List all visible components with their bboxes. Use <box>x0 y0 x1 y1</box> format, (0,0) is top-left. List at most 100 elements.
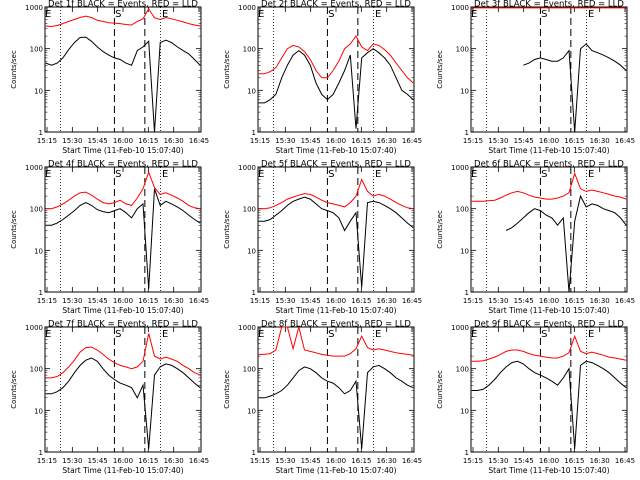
y-tick-label: 100 <box>30 46 43 54</box>
panel-title: Det 7f BLACK = Events, RED = LLD <box>48 320 198 330</box>
x-tick-label: 16:45 <box>615 137 635 145</box>
events-series-line <box>45 188 201 289</box>
interval-marker-label: E <box>162 329 168 340</box>
x-axis-label: Start Time (11-Feb-10 15:07:40) <box>488 306 609 315</box>
y-tick-label: 1000 <box>25 324 43 332</box>
y-axis-label: Counts/sec <box>10 370 18 409</box>
plot-frame <box>257 326 415 453</box>
detector-panel-5: Det 5f BLACK = Events, RED = LLD 1 10 100 10… <box>223 160 422 316</box>
x-tick-label: 15:15 <box>250 137 270 145</box>
x-tick-label: 15:15 <box>250 457 270 465</box>
x-tick-label: 16:30 <box>377 137 397 145</box>
x-axis-label: Start Time (11-Feb-10 15:07:40) <box>62 466 183 475</box>
x-axis-label: Start Time (11-Feb-10 15:07:40) <box>488 146 609 155</box>
y-axis-label: Counts/sec <box>223 50 231 89</box>
interval-marker-label: S <box>115 169 121 180</box>
y-tick-label: 1 <box>39 129 43 137</box>
y-tick-label: 1000 <box>451 324 469 332</box>
interval-marker-label: E <box>45 169 51 180</box>
interval-marker-label: E <box>588 169 594 180</box>
x-tick-label: 15:30 <box>62 137 82 145</box>
y-tick-label: 10 <box>34 247 43 255</box>
x-tick-label: 15:30 <box>488 137 508 145</box>
panel-title: Det 2f BLACK = Events, RED = LLD <box>261 0 411 10</box>
x-axis-label: Start Time (11-Feb-10 15:07:40) <box>62 306 183 315</box>
interval-marker-label: E <box>258 329 264 340</box>
y-tick-label: 1000 <box>238 164 256 172</box>
x-tick-label: 16:15 <box>138 137 158 145</box>
y-tick-label: 10 <box>34 87 43 95</box>
x-tick-label: 16:00 <box>326 297 346 305</box>
y-tick-label: 10 <box>247 247 256 255</box>
y-tick-label: 1000 <box>451 164 469 172</box>
y-tick-label: 100 <box>243 366 256 374</box>
events-series-line <box>471 360 627 449</box>
events-series-line <box>45 36 201 133</box>
interval-marker-label: S <box>328 9 334 20</box>
events-series-line <box>45 357 201 449</box>
x-tick-label: 16:45 <box>402 457 422 465</box>
interval-marker-label: S <box>541 9 547 20</box>
x-tick-label: 16:30 <box>590 297 610 305</box>
events-series-line <box>258 196 414 288</box>
interval-marker-label: S <box>115 329 121 340</box>
y-tick-label: 1 <box>39 449 43 457</box>
interval-marker-label: E <box>45 329 51 340</box>
x-tick-label: 16:00 <box>113 137 133 145</box>
x-tick-label: 16:15 <box>564 457 584 465</box>
x-tick-label: 16:45 <box>402 137 422 145</box>
x-tick-label: 16:30 <box>164 457 184 465</box>
plot-frame <box>470 6 628 133</box>
y-tick-label: 1 <box>252 289 256 297</box>
y-tick-label: 1000 <box>451 4 469 12</box>
x-tick-label: 16:00 <box>539 137 559 145</box>
plot-frame <box>470 326 628 453</box>
panel-title: Det 4f BLACK = Events, RED = LLD <box>48 160 198 170</box>
detector-panel-4: Det 4f BLACK = Events, RED = LLD 1 10 100 10… <box>10 160 209 316</box>
x-tick-label: 15:30 <box>275 297 295 305</box>
y-tick-label: 1000 <box>25 4 43 12</box>
detector-panel-9: Det 9f BLACK = Events, RED = LLD 1 10 100 10… <box>436 320 635 476</box>
y-tick-label: 1 <box>39 289 43 297</box>
plot-frame <box>257 6 415 133</box>
x-tick-label: 15:15 <box>250 297 270 305</box>
plot-frame <box>470 166 628 293</box>
y-tick-label: 100 <box>243 206 256 214</box>
y-tick-label: 10 <box>34 407 43 415</box>
x-tick-label: 16:45 <box>189 137 209 145</box>
panel-title: Det 5f BLACK = Events, RED = LLD <box>261 160 411 170</box>
y-axis-label: Counts/sec <box>10 50 18 89</box>
interval-marker-label: E <box>471 329 477 340</box>
x-tick-label: 15:15 <box>463 137 483 145</box>
y-axis-label: Counts/sec <box>436 50 444 89</box>
x-tick-label: 16:30 <box>164 297 184 305</box>
interval-marker-label: E <box>258 169 264 180</box>
x-tick-label: 16:00 <box>113 297 133 305</box>
detector-panel-8: Det 8f BLACK = Events, RED = LLD 1 10 100 10… <box>223 320 422 476</box>
x-axis-label: Start Time (11-Feb-10 15:07:40) <box>488 466 609 475</box>
detector-panel-2: Det 2f BLACK = Events, RED = LLD 1 10 100 10… <box>223 0 422 155</box>
events-series-line <box>258 364 414 449</box>
x-tick-label: 15:15 <box>37 457 57 465</box>
x-tick-label: 15:45 <box>301 297 321 305</box>
interval-marker-label: E <box>588 329 594 340</box>
x-tick-label: 15:45 <box>88 137 108 145</box>
x-tick-label: 16:00 <box>539 457 559 465</box>
lld-series-line <box>45 170 201 210</box>
x-tick-label: 15:45 <box>514 137 534 145</box>
y-tick-label: 10 <box>460 407 469 415</box>
plot-frame <box>44 166 202 293</box>
x-tick-label: 15:30 <box>488 297 508 305</box>
x-tick-label: 15:45 <box>514 297 534 305</box>
x-tick-label: 16:45 <box>189 457 209 465</box>
plot-frame <box>44 6 202 133</box>
x-tick-label: 16:30 <box>377 457 397 465</box>
y-tick-label: 1 <box>465 449 469 457</box>
y-tick-label: 1 <box>252 129 256 137</box>
interval-marker-label: E <box>588 9 594 20</box>
panel-title: Det 3f BLACK = Events, RED = LLD <box>474 0 624 10</box>
events-series-line <box>258 48 414 129</box>
x-tick-label: 15:30 <box>488 457 508 465</box>
y-axis-label: Counts/sec <box>223 210 231 249</box>
